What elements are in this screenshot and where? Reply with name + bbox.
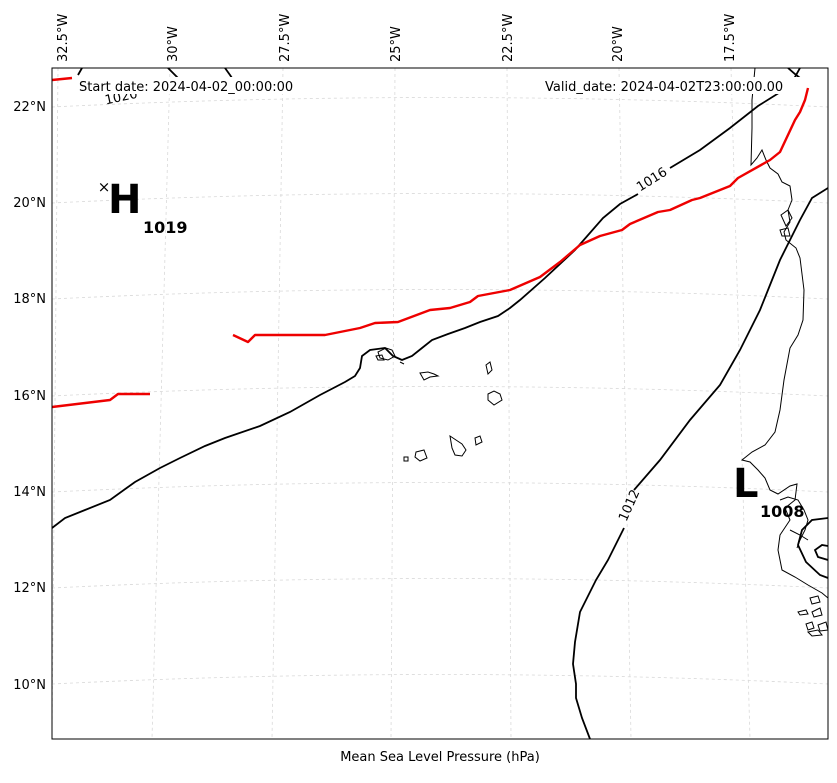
front-lines <box>52 76 810 409</box>
island-santa-luzia <box>399 361 405 365</box>
lat-label: 14°N <box>13 485 46 500</box>
island-santiago <box>449 434 467 457</box>
isobar-1012 <box>572 187 828 739</box>
valid-date-label: Valid_date: 2024-04-02T23:00:00.00 <box>545 80 783 95</box>
low-pressure-letter: L <box>733 461 759 507</box>
lat-label: 20°N <box>13 196 46 211</box>
lat-label: 22°N <box>13 100 46 115</box>
isobar-1008 <box>797 517 828 579</box>
lon-label: 25°W <box>389 26 404 62</box>
lon-label: 32.5°W <box>56 14 71 62</box>
lon-label: 27.5°W <box>278 14 293 62</box>
island-fogo <box>414 449 428 462</box>
lon-label: 17.5°W <box>723 14 738 62</box>
map-xlabel: Mean Sea Level Pressure (hPa) <box>340 750 540 765</box>
lat-label: 10°N <box>13 678 46 693</box>
meridian-22-5w <box>506 68 512 739</box>
start-date-label: Start date: 2024-04-02_00:00:00 <box>79 80 293 95</box>
plot-area <box>52 68 828 739</box>
valid-date-label-bg <box>542 77 804 94</box>
isobar-1020 <box>77 68 801 79</box>
graticule <box>52 68 828 739</box>
front-line-top <box>52 76 73 82</box>
island-boa-vista <box>487 390 503 406</box>
island-sao-nicolau <box>419 371 440 381</box>
island-maio <box>474 435 483 446</box>
coastal-islets <box>779 209 793 237</box>
parallel-22n <box>52 97 828 108</box>
meridian-27-5w <box>271 68 284 739</box>
parallel-10n <box>52 674 828 685</box>
lon-label: 22.5°W <box>501 14 516 62</box>
parallel-14n <box>52 482 828 493</box>
parallel-16n <box>52 386 828 397</box>
island-brava <box>403 456 409 462</box>
start-date-label-bg <box>76 77 314 94</box>
low-pressure-value: 1008 <box>760 502 805 521</box>
longitude-labels: 32.5°W 30°W 27.5°W 25°W 22.5°W 20°W 17.5… <box>56 14 738 62</box>
parallel-12n <box>52 578 828 589</box>
lat-label: 16°N <box>13 389 46 404</box>
high-center-marker: × <box>98 178 111 196</box>
island-sao-vicente <box>375 354 385 361</box>
parallel-20n <box>52 193 828 204</box>
island-sal <box>485 361 493 375</box>
meridian-20w <box>618 68 632 739</box>
lat-label: 12°N <box>13 581 46 596</box>
front-line-west <box>52 392 150 409</box>
meridian-32-5w <box>52 68 59 739</box>
parallel-18n <box>52 289 828 300</box>
latitude-labels: 22°N 20°N 18°N 16°N 14°N 12°N 10°N <box>13 100 46 693</box>
plot-frame <box>51 67 829 740</box>
bijagos-islands <box>797 595 828 637</box>
cape-verde-islands <box>375 347 503 462</box>
high-pressure-value: 1019 <box>143 218 188 237</box>
lon-label: 20°W <box>611 26 626 62</box>
high-pressure-letter: H <box>108 177 141 223</box>
front-line-main <box>232 87 810 344</box>
lat-label: 18°N <box>13 292 46 307</box>
lon-label: 30°W <box>166 26 181 62</box>
meridian-30w <box>151 68 171 739</box>
meridian-25w <box>390 68 396 739</box>
coastline-africa <box>740 68 828 599</box>
meridian-17-5w <box>730 68 751 739</box>
